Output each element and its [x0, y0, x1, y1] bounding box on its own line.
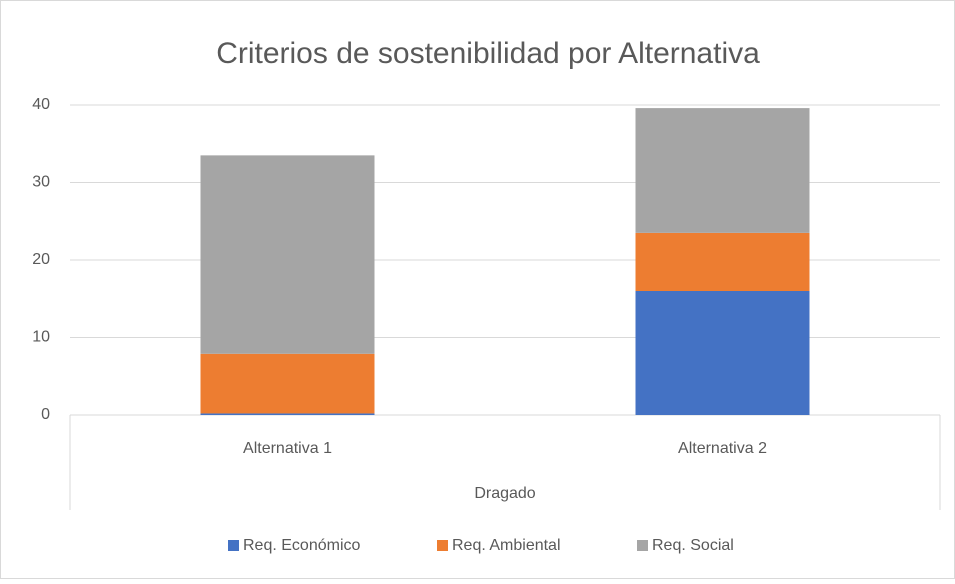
x-tick-label: Alternativa 2	[678, 440, 767, 457]
y-tick-label: 20	[32, 251, 50, 268]
bar-segment	[200, 353, 375, 414]
legend-swatch	[437, 540, 448, 551]
bar-segment	[635, 108, 810, 233]
legend-label: Req. Ambiental	[452, 537, 561, 554]
y-tick-label: 40	[32, 96, 50, 113]
y-tick-label: 10	[32, 329, 50, 346]
legend-swatch	[228, 540, 239, 551]
bar-segment	[635, 291, 810, 415]
bar-segment	[200, 155, 375, 354]
y-tick-label: 30	[32, 174, 50, 191]
x-tick-label: Alternativa 1	[243, 440, 332, 457]
y-tick-label: 0	[41, 406, 50, 423]
legend-swatch	[637, 540, 648, 551]
chart-title: Criterios de sostenibilidad por Alternat…	[216, 37, 760, 70]
bar-segment	[635, 232, 810, 291]
group-label: Dragado	[474, 485, 535, 502]
legend-label: Req. Social	[652, 537, 734, 554]
bar-segment	[200, 413, 375, 415]
legend-label: Req. Económico	[243, 537, 360, 554]
